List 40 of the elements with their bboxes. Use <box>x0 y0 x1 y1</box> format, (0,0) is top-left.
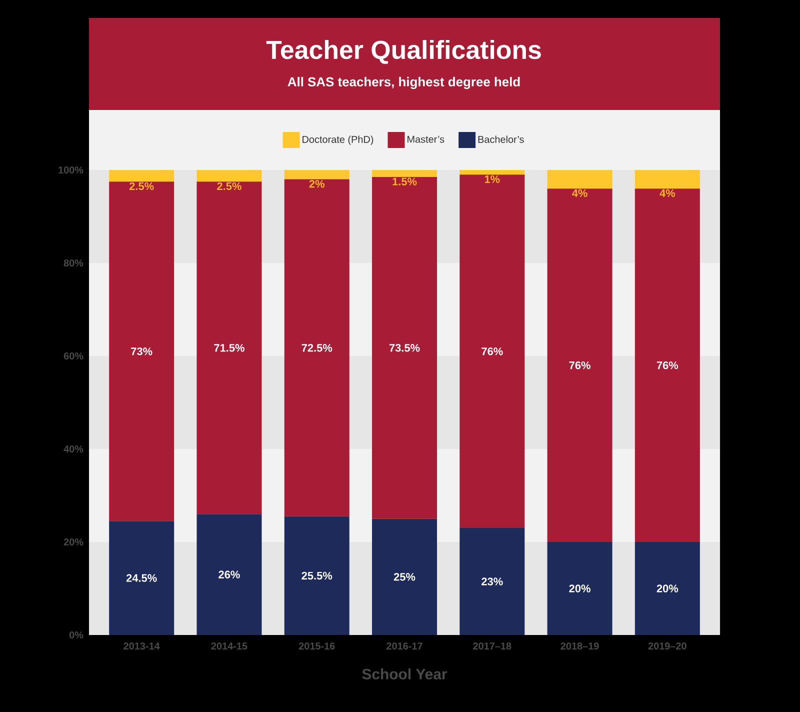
data-label: 20% <box>656 584 678 592</box>
data-label: 4% <box>660 189 676 197</box>
data-label: 1% <box>484 175 500 184</box>
legend-label: Bachelor’s <box>478 136 524 143</box>
x-tick-label: 2013-14 <box>124 642 160 650</box>
data-label: 1.5% <box>392 178 417 186</box>
data-label: 71.5% <box>214 344 244 352</box>
x-tick-label: 2018–19 <box>560 642 599 650</box>
data-label: 20% <box>569 584 590 592</box>
chart-subtitle: All SAS teachers, highest degree held <box>288 76 520 90</box>
data-label: 2.5% <box>129 182 154 190</box>
data-label: 2.5% <box>217 182 242 190</box>
data-label: 72.5% <box>302 344 332 352</box>
data-label: 26% <box>218 570 240 578</box>
x-tick-label: 2015-16 <box>298 642 335 650</box>
data-label: 73% <box>131 347 152 356</box>
data-label: 25% <box>394 573 416 581</box>
x-tick-label: 2014-15 <box>211 642 248 650</box>
y-tick-label: 0% <box>69 631 84 639</box>
data-label: 23% <box>482 578 503 586</box>
data-label: 2% <box>309 180 324 188</box>
data-label: 24.5% <box>126 574 157 582</box>
y-tick-label: 60% <box>64 352 84 360</box>
y-tick-label: 100% <box>58 166 84 174</box>
y-tick-label: 20% <box>64 538 84 546</box>
x-axis-title: School Year <box>362 668 448 680</box>
data-label: 76% <box>482 347 503 356</box>
data-label: 25.5% <box>302 572 332 580</box>
x-tick-label: 2016-17 <box>386 642 422 650</box>
data-label: 76% <box>569 361 590 370</box>
legend-label: Doctorate (PhD) <box>302 136 374 145</box>
data-label: 4% <box>572 189 588 197</box>
x-tick-label: 2019–20 <box>648 642 686 650</box>
chart-title: Teacher Qualifications <box>266 40 541 64</box>
x-tick-label: 2017–18 <box>473 642 512 650</box>
data-label: 73.5% <box>389 344 420 352</box>
y-tick-label: 40% <box>64 445 84 453</box>
legend-label: Master’s <box>408 136 444 143</box>
data-label: 76% <box>656 361 678 370</box>
y-tick-label: 80% <box>64 259 84 267</box>
